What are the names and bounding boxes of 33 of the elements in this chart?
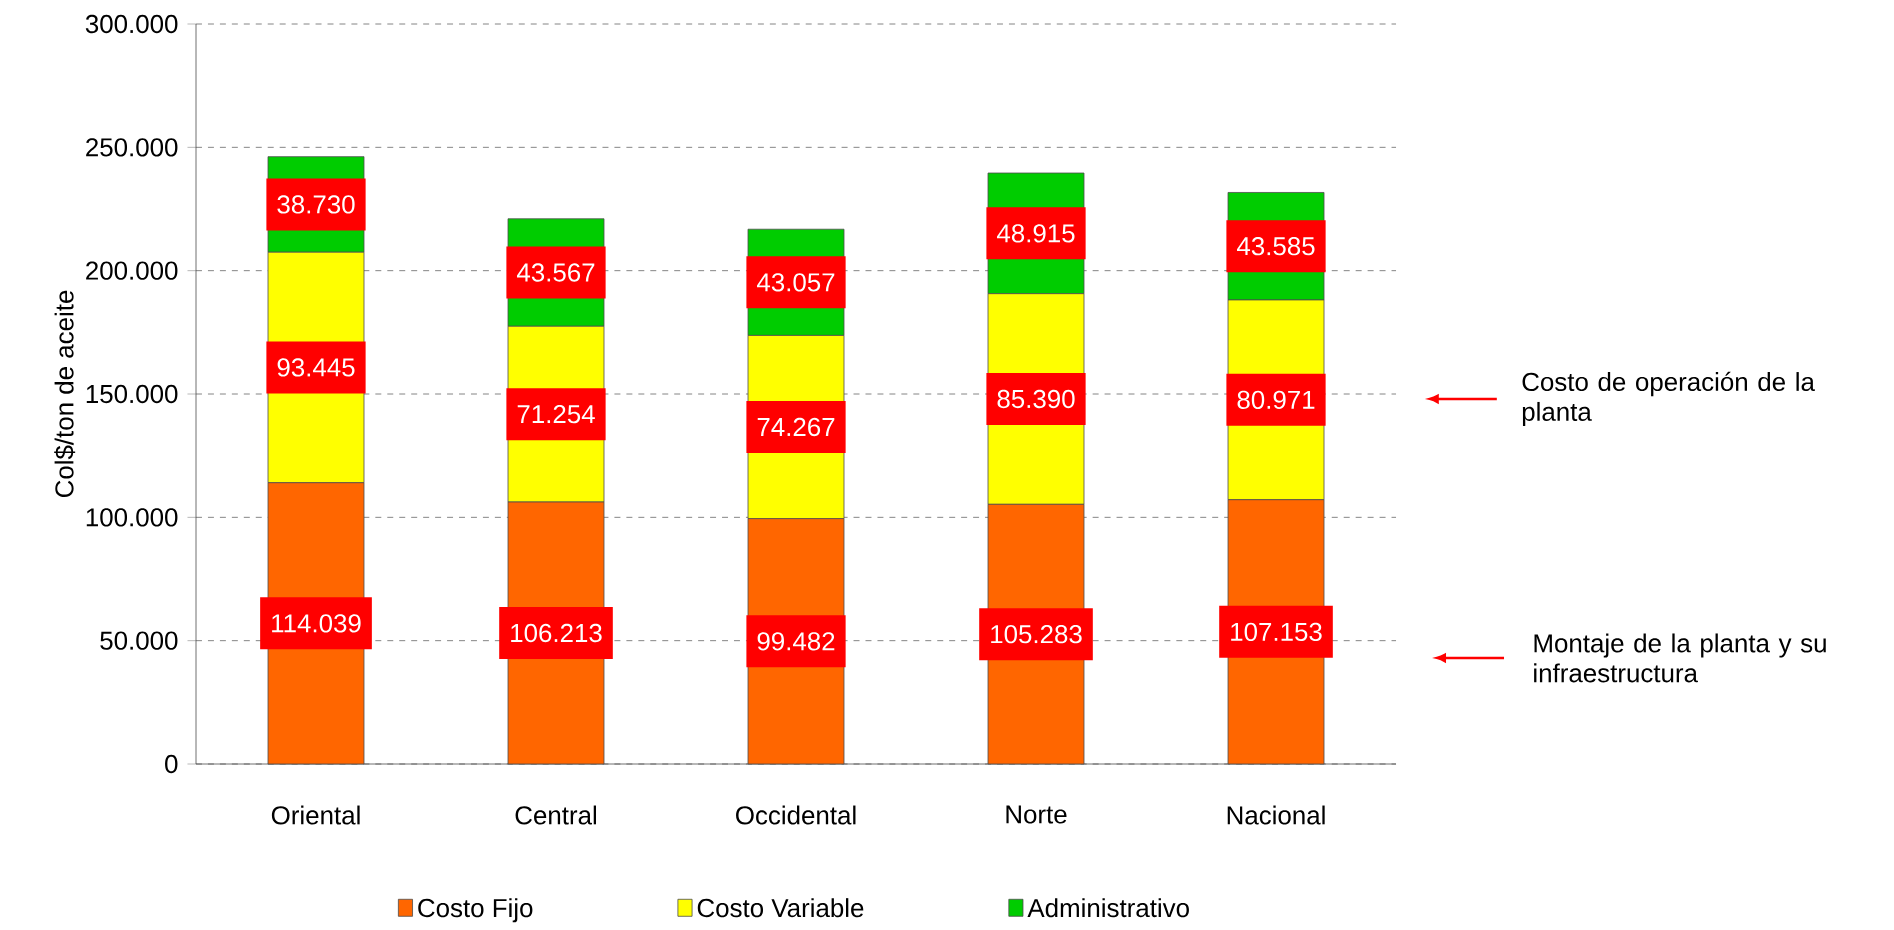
data-label: 80.971	[1237, 390, 1315, 409]
data-label: 48.915	[996, 224, 1075, 243]
x-tick-label: Oriental	[271, 805, 360, 825]
y-axis-title: Col$/ton de aceite	[54, 290, 76, 498]
data-label: 71.254	[517, 404, 595, 424]
data-label: 93.445	[277, 358, 355, 377]
data-label: 43.585	[1237, 237, 1315, 256]
x-tick-label: Norte	[1006, 805, 1067, 824]
y-tick-label: 0	[165, 754, 178, 774]
y-tick-label: 100.000	[86, 508, 178, 527]
data-label: 99.482	[757, 632, 835, 651]
data-label: 106.213	[511, 623, 602, 643]
y-tick-label: 50.000	[100, 631, 178, 650]
x-tick-label: Central	[515, 805, 597, 825]
y-tick-label: 250.000	[86, 138, 178, 157]
legend-label: Administrativo	[1027, 898, 1189, 918]
data-label: 107.153	[1231, 622, 1322, 642]
y-tick-label: 300.000	[85, 14, 178, 34]
data-label: 74.267	[757, 417, 835, 437]
x-tick-label: Nacional	[1227, 805, 1325, 825]
data-label: 105.283	[991, 624, 1082, 644]
legend-label: Costo Fijo	[418, 898, 533, 923]
data-label: 114.039	[272, 614, 361, 633]
y-tick-label: 150.000	[86, 384, 178, 404]
text: Montaje de la planta y su infraestructura	[1534, 633, 1826, 683]
data-label: 43.567	[516, 263, 595, 282]
y-tick-label: 200.000	[86, 261, 178, 280]
legend-label: Costo Variable	[697, 898, 864, 918]
x-tick-label: Occidental	[736, 805, 856, 825]
data-label: 43.057	[756, 273, 835, 292]
data-label: 38.730	[277, 195, 355, 214]
text: Costo de operación de la planta	[1522, 371, 1815, 427]
data-label: 85.390	[997, 389, 1075, 409]
